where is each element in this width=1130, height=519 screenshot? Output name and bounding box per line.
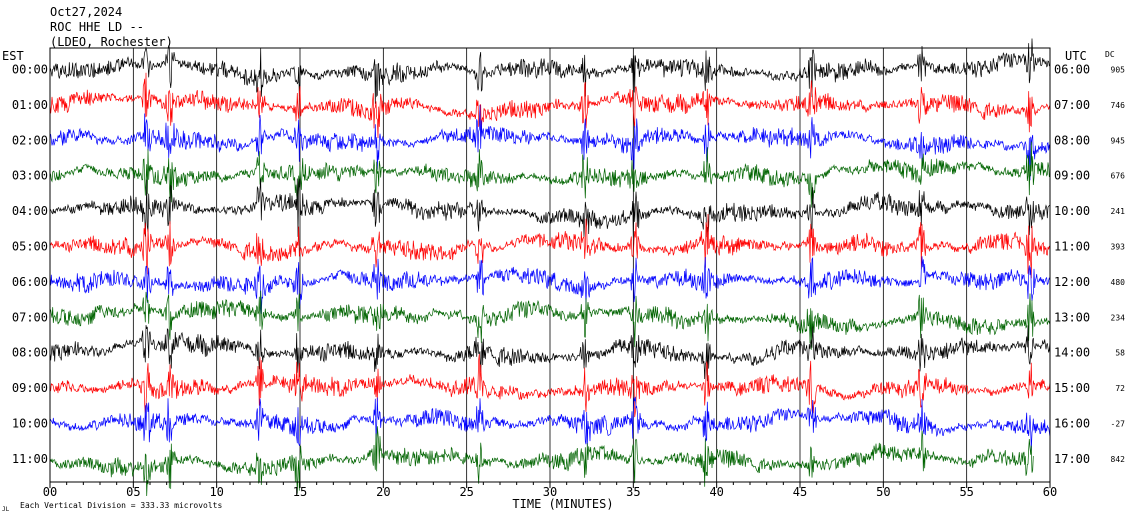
est-label-0700: 07:00 (12, 310, 48, 324)
est-label-0100: 01:00 (12, 98, 48, 112)
header-station: ROC HHE LD -- (50, 20, 144, 34)
trace-0000 (49, 38, 1051, 104)
row-labels: 00:00 06:00 905 01:00 07:00 746 02:00 08:00 945 0… (12, 63, 1125, 466)
est-label-0400: 04:00 (12, 204, 48, 218)
utc-label-1600: 16:00 (1054, 417, 1090, 431)
dc-value-8: 58 (1115, 349, 1125, 358)
dc-column-title: DC (1105, 50, 1115, 59)
footer-mark: JL (2, 506, 10, 513)
footer-scale-note: Each Vertical Division = 333.33 microvol… (20, 501, 222, 510)
x-tick-label-35: 35 (626, 485, 640, 499)
x-tick-label-60: 60 (1043, 485, 1057, 499)
header-location: (LDEO, Rochester) (50, 35, 173, 49)
x-tick-label-40: 40 (709, 485, 723, 499)
trace-0400 (49, 178, 1051, 238)
utc-label-1100: 11:00 (1054, 240, 1090, 254)
trace-1100 (49, 426, 1034, 497)
est-label-0000: 00:00 (12, 63, 48, 77)
x-tick-label-10: 10 (209, 485, 223, 499)
utc-label-1200: 12:00 (1054, 275, 1090, 289)
est-label-0900: 09:00 (12, 381, 48, 395)
est-label-1100: 11:00 (12, 452, 48, 466)
trace-0600 (49, 256, 1051, 314)
utc-label-1500: 15:00 (1054, 381, 1090, 395)
utc-axis-title: UTC (1065, 49, 1087, 63)
x-tick-label-20: 20 (376, 485, 390, 499)
trace-1000 (49, 396, 1051, 451)
x-tick-label-15: 15 (293, 485, 307, 499)
x-tick-label-30: 30 (543, 485, 557, 499)
est-label-0200: 02:00 (12, 133, 48, 147)
x-tick-label-55: 55 (959, 485, 973, 499)
dc-value-10: -27 (1111, 420, 1126, 429)
est-label-0800: 08:00 (12, 346, 48, 360)
x-tick-label-45: 45 (793, 485, 807, 499)
utc-label-1300: 13:00 (1054, 310, 1090, 324)
dc-value-4: 241 (1111, 207, 1126, 216)
dc-value-5: 393 (1111, 243, 1126, 252)
header-date: Oct27,2024 (50, 5, 122, 19)
seismic-traces (49, 38, 1051, 497)
est-label-1000: 10:00 (12, 417, 48, 431)
trace-0500 (49, 213, 1051, 279)
utc-label-0900: 09:00 (1054, 169, 1090, 183)
trace-0800 (49, 325, 1051, 382)
dc-value-2: 945 (1111, 136, 1126, 145)
dc-value-6: 480 (1111, 278, 1126, 287)
x-tick-label-00: 00 (43, 485, 57, 499)
dc-value-11: 842 (1111, 455, 1126, 464)
grid-lines (132, 48, 968, 482)
est-label-0300: 03:00 (12, 169, 48, 183)
x-axis-title: TIME (MINUTES) (512, 497, 613, 511)
utc-label-1400: 14:00 (1054, 346, 1090, 360)
x-tick-label-25: 25 (459, 485, 473, 499)
dc-value-7: 234 (1111, 313, 1126, 322)
utc-label-0600: 06:00 (1054, 63, 1090, 77)
est-axis-title: EST (2, 49, 24, 63)
est-label-0600: 06:00 (12, 275, 48, 289)
trace-0200 (49, 104, 1051, 181)
dc-value-3: 676 (1111, 172, 1126, 181)
dc-value-9: 72 (1115, 384, 1125, 393)
trace-0300 (49, 141, 1051, 208)
x-tick-label-05: 05 (126, 485, 140, 499)
est-label-0500: 05:00 (12, 240, 48, 254)
trace-0700 (49, 290, 1051, 350)
utc-label-1700: 17:00 (1054, 452, 1090, 466)
trace-0100 (49, 72, 1051, 139)
utc-label-0700: 07:00 (1054, 98, 1090, 112)
trace-0900 (49, 354, 1051, 418)
utc-label-1000: 10:00 (1054, 204, 1090, 218)
x-axis-ticks: 00 05 10 15 20 25 30 35 40 45 50 55 60 (43, 482, 1057, 499)
dc-value-1: 746 (1111, 101, 1126, 110)
utc-label-0800: 08:00 (1054, 133, 1090, 147)
dc-value-0: 905 (1111, 66, 1126, 75)
x-tick-label-50: 50 (876, 485, 890, 499)
